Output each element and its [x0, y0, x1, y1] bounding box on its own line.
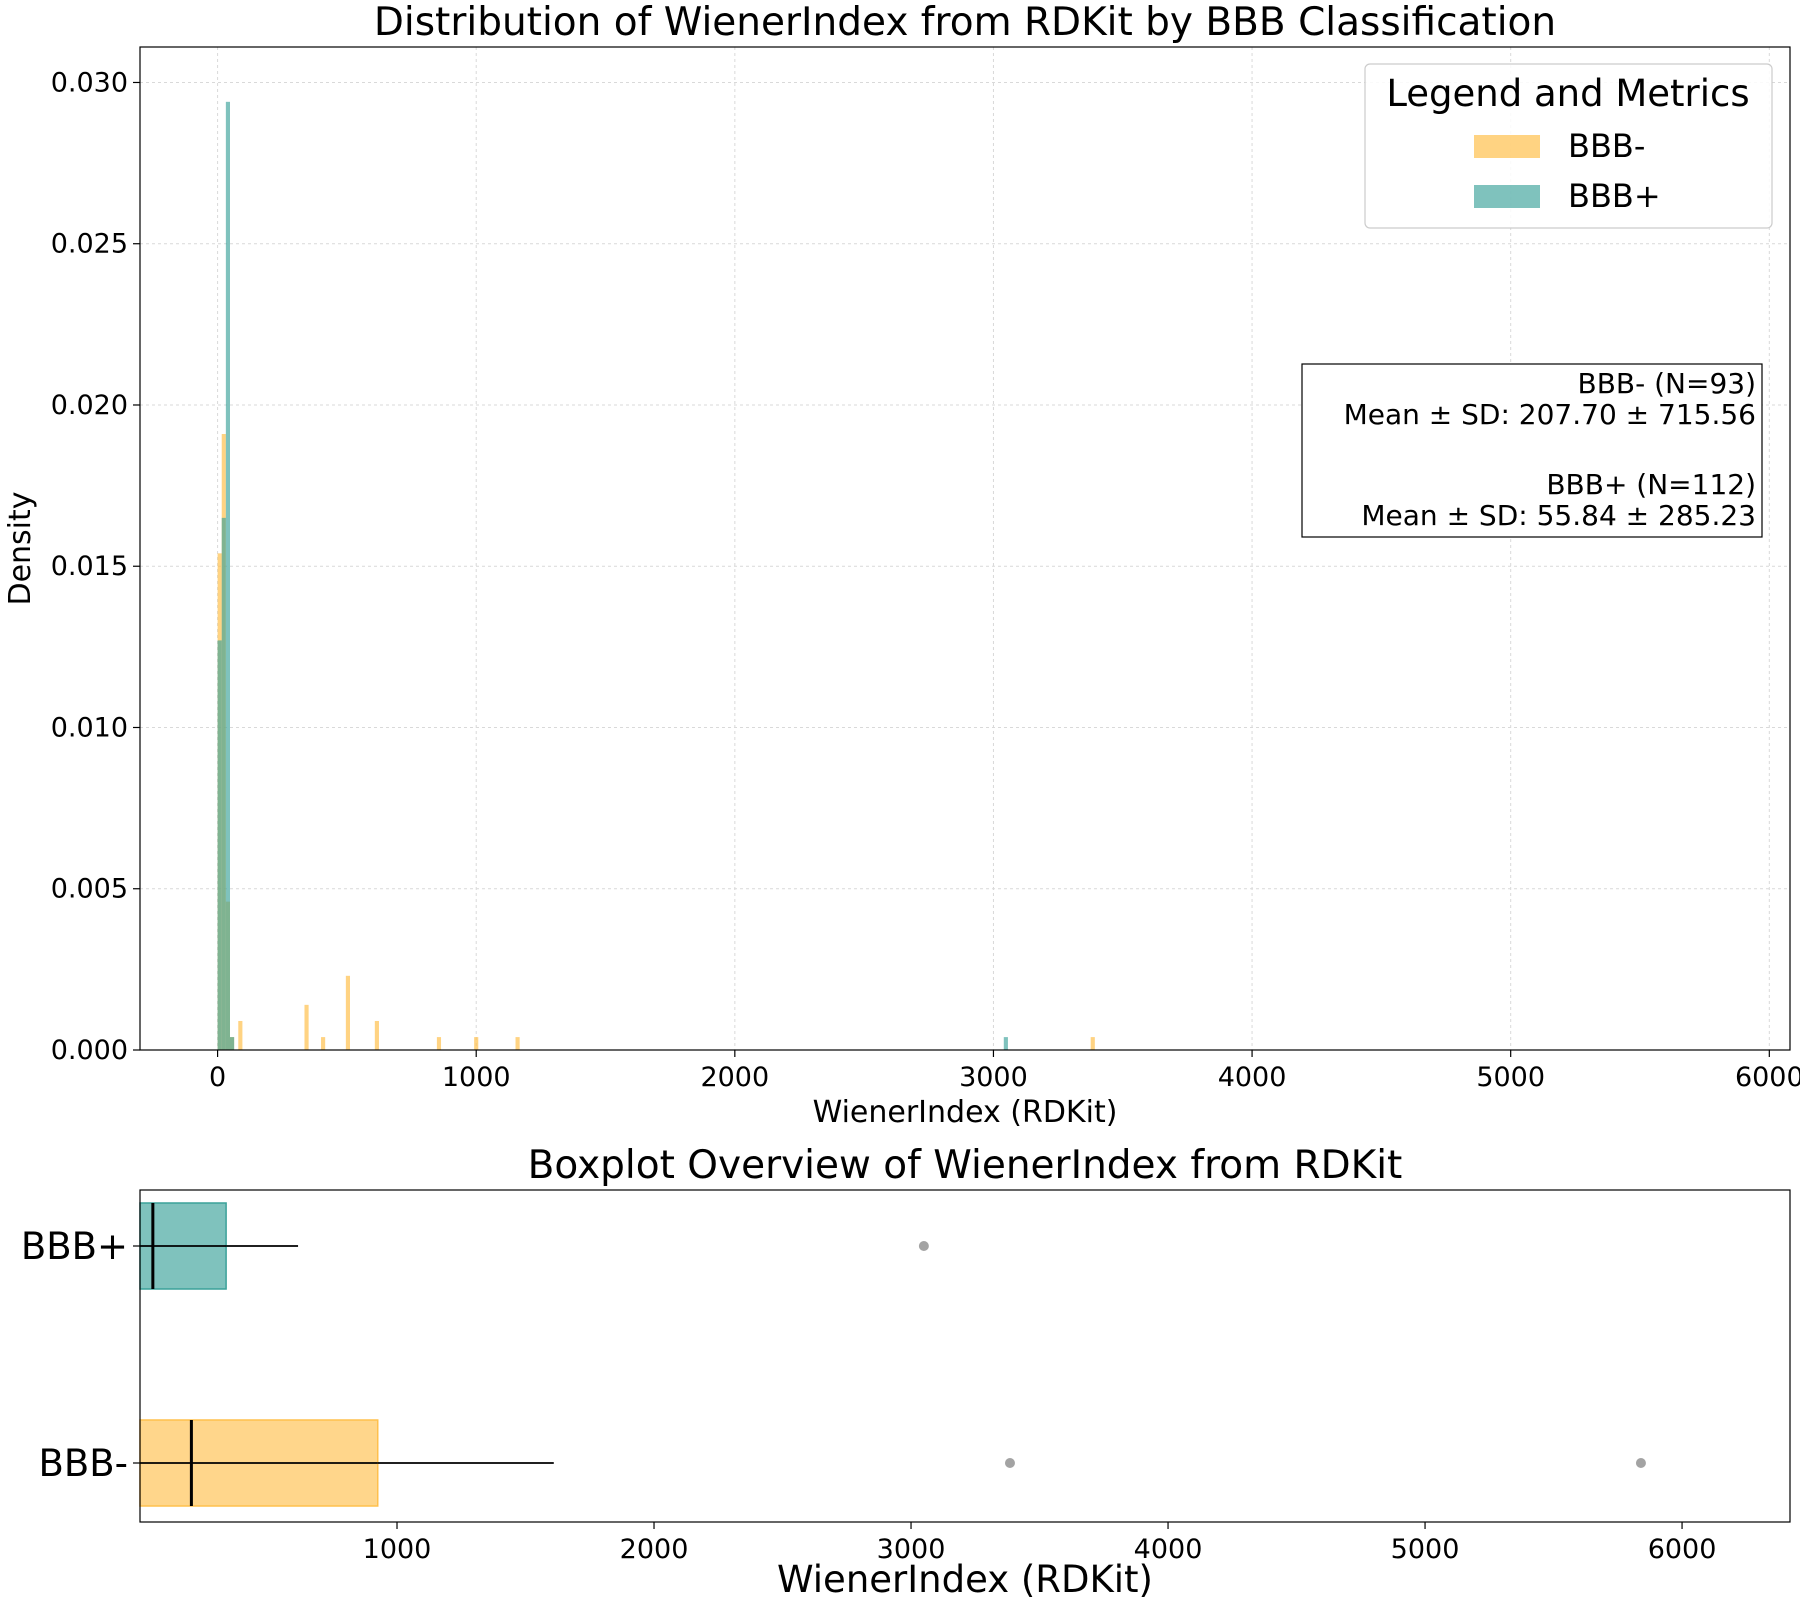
legend-swatch-bbb-minus	[1474, 135, 1540, 158]
histogram-panel: Distribution of WienerIndex from RDKit b…	[3, 0, 1800, 1130]
histogram-legend: Legend and Metrics BBB- BBB+	[1364, 63, 1773, 229]
histogram-bars	[217, 101, 1095, 1051]
boxplot-x-axis-ticks: 1000 2000 3000 4000 5000 6000	[363, 1522, 1717, 1565]
histogram-plot-frame	[139, 46, 1791, 1051]
boxplot-panel: Boxplot Overview of WienerIndex from RDK…	[21, 1143, 1791, 1600]
histogram-x-axis-label: WienerIndex (RDKit)	[813, 1095, 1118, 1130]
histogram-bar	[436, 1037, 442, 1050]
x-tick-label: 1000	[363, 1534, 432, 1565]
y-tick-label: 0.025	[51, 229, 128, 260]
x-tick-label: 0	[209, 1062, 226, 1093]
histogram-bar	[515, 1037, 520, 1050]
histogram-y-axis-ticks: 0.000 0.005 0.010 0.015 0.020 0.025 0.030	[51, 67, 140, 1066]
boxplot-plot-frame	[139, 1189, 1791, 1523]
histogram-bar	[217, 640, 222, 1050]
histogram-bar	[238, 1020, 243, 1050]
x-tick-label: 2000	[700, 1062, 769, 1093]
x-tick-label: 6000	[1735, 1062, 1800, 1093]
stats-bbb-minus-count: BBB- (N=93)	[1577, 367, 1756, 400]
legend-title: Legend and Metrics	[1386, 72, 1749, 115]
histogram-bar	[304, 1004, 309, 1050]
y-tick-label-bbb-plus: BBB+	[21, 1225, 128, 1268]
stats-bbb-plus-mean-sd: Mean ± SD: 55.84 ± 285.23	[1361, 499, 1756, 532]
x-tick-label: 6000	[1648, 1534, 1717, 1565]
x-tick-label: 3000	[877, 1534, 946, 1565]
stats-box-frame	[1301, 363, 1763, 538]
series-bbb-plus	[217, 101, 1008, 1051]
stats-bbb-plus-count: BBB+ (N=112)	[1546, 468, 1756, 501]
boxplot-x-axis-label: WienerIndex (RDKit)	[777, 1558, 1153, 1600]
box-outlier	[1635, 1458, 1646, 1468]
legend-label-bbb-plus: BBB+	[1568, 177, 1661, 215]
y-tick-label: 0.005	[51, 874, 128, 905]
histogram-bar	[374, 1020, 379, 1050]
y-tick-label: 0.010	[51, 712, 128, 743]
histogram-bar	[221, 517, 226, 1050]
histogram-bar	[345, 975, 350, 1050]
box-bbb-minus	[139, 1419, 1646, 1507]
boxplot-boxes	[139, 1202, 1646, 1507]
stats-bbb-minus-mean-sd: Mean ± SD: 207.70 ± 715.56	[1344, 398, 1756, 431]
box-bbb-plus	[139, 1202, 929, 1290]
legend-frame	[1364, 63, 1773, 229]
y-tick-label: 0.030	[51, 67, 128, 98]
legend-label-bbb-minus: BBB-	[1568, 127, 1645, 165]
box-outlier	[1004, 1458, 1015, 1468]
x-tick-label: 4000	[1218, 1062, 1287, 1093]
y-tick-label: 0.015	[51, 551, 128, 582]
y-tick-label-bbb-minus: BBB-	[38, 1442, 128, 1485]
histogram-title: Distribution of WienerIndex from RDKit b…	[374, 0, 1556, 45]
histogram-bar	[474, 1037, 479, 1050]
histogram-x-axis-ticks: 0 1000 2000 3000 4000 5000 6000	[209, 1050, 1800, 1093]
histogram-bar	[1090, 1037, 1095, 1050]
x-tick-label: 5000	[1476, 1062, 1545, 1093]
histogram-bar	[1003, 1037, 1008, 1050]
stats-box: BBB- (N=93) Mean ± SD: 207.70 ± 715.56 B…	[1301, 363, 1763, 538]
boxplot-y-axis-ticks: BBB+ BBB-	[21, 1225, 140, 1485]
y-tick-label: 0.000	[51, 1035, 128, 1066]
histogram-bar	[321, 1037, 326, 1050]
x-tick-label: 1000	[442, 1062, 511, 1093]
histogram-bar	[230, 1037, 235, 1050]
box-outlier	[918, 1241, 929, 1251]
x-tick-label: 3000	[959, 1062, 1028, 1093]
x-tick-label: 2000	[620, 1534, 689, 1565]
x-tick-label: 5000	[1391, 1534, 1460, 1565]
histogram-y-axis-label: Density	[3, 491, 38, 605]
y-tick-label: 0.020	[51, 390, 128, 421]
x-tick-label: 4000	[1134, 1534, 1203, 1565]
boxplot-title: Boxplot Overview of WienerIndex from RDK…	[528, 1143, 1403, 1188]
legend-swatch-bbb-plus	[1474, 185, 1540, 208]
histogram-bar	[225, 101, 230, 1051]
